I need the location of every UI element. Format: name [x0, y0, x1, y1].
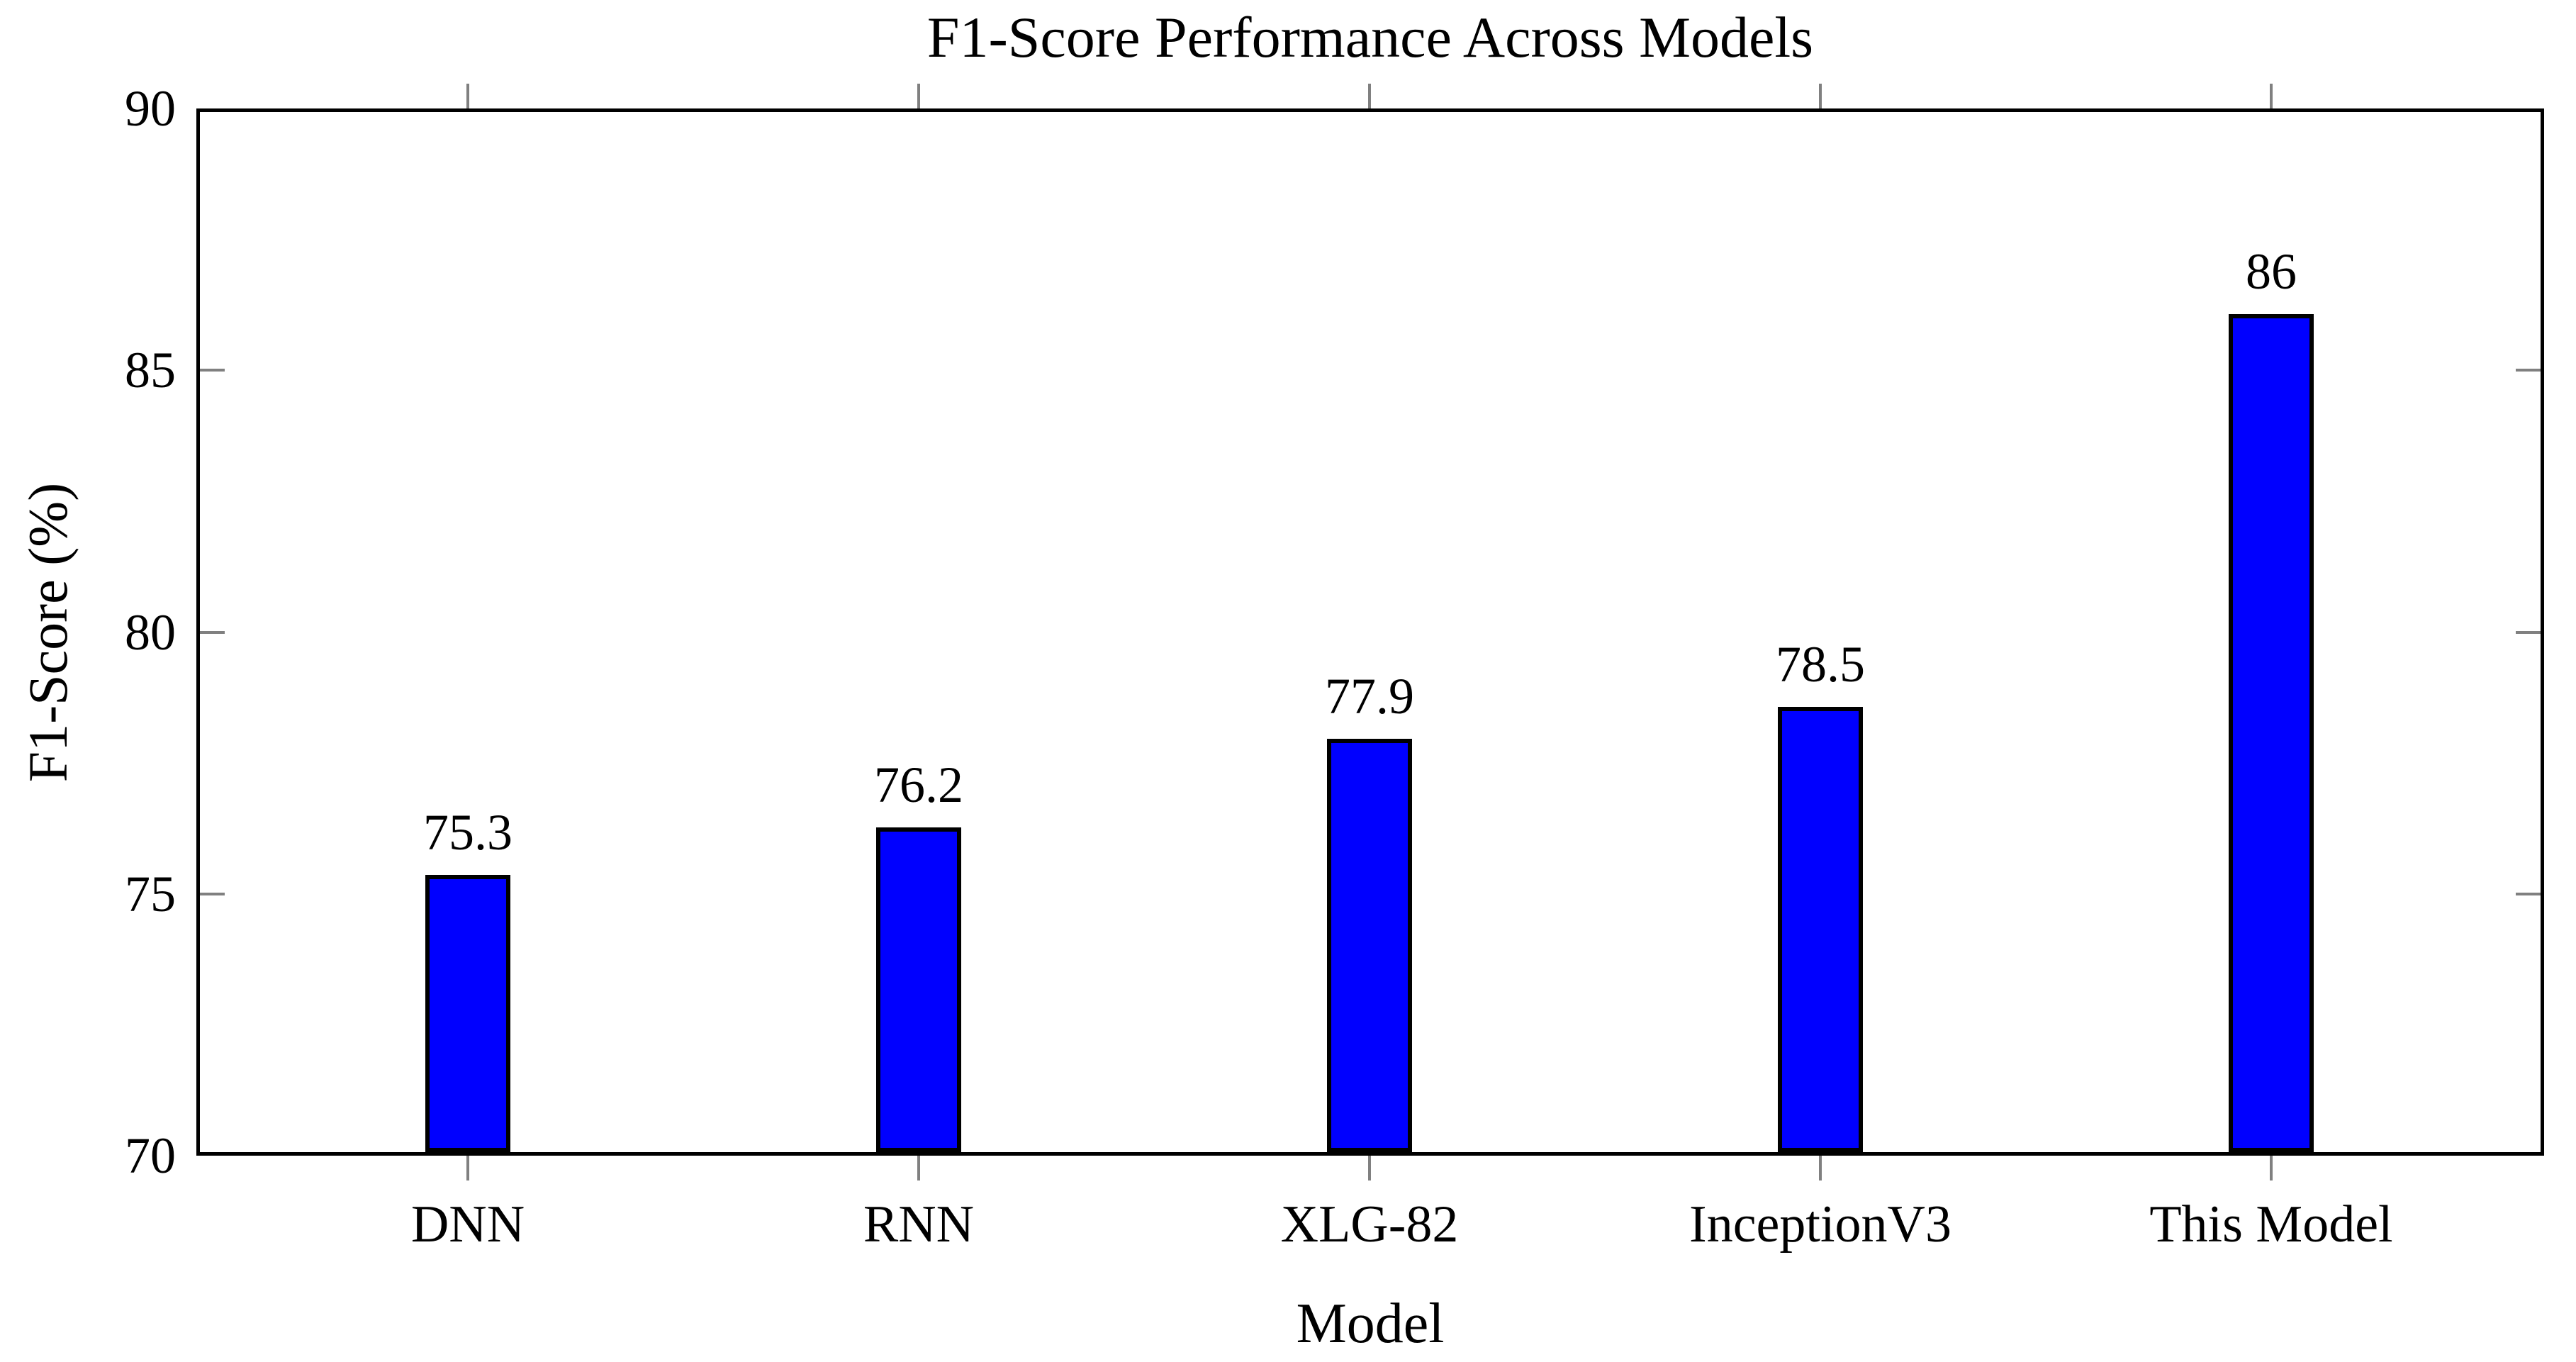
x-tick-label: RNN: [863, 1195, 975, 1254]
bar-value-label: 86: [2246, 243, 2297, 301]
plot-area: [196, 108, 2544, 1156]
x-tick-label: InceptionV3: [1689, 1195, 1951, 1254]
y-tick-label: 70: [125, 1127, 176, 1184]
bar: [1778, 707, 1863, 1152]
bar-value-label: 78.5: [1776, 636, 1865, 693]
x-tick-label: DNN: [410, 1195, 525, 1254]
x-axis-label: Model: [1296, 1293, 1445, 1355]
bar-value-label: 76.2: [874, 757, 963, 814]
x-tick-mark-top: [917, 84, 920, 108]
y-tick-label: 85: [125, 342, 176, 399]
x-tick-mark-top: [2270, 84, 2273, 108]
y-tick-mark-right: [2516, 369, 2541, 372]
x-tick-mark-bottom: [1368, 1156, 1371, 1180]
y-tick-label: 80: [125, 603, 176, 661]
bar: [876, 827, 961, 1152]
chart-title: F1-Score Performance Across Models: [926, 5, 1814, 69]
bar-value-label: 75.3: [423, 803, 513, 861]
x-tick-mark-top: [1819, 84, 1822, 108]
x-tick-label: XLG-82: [1280, 1195, 1459, 1254]
bar: [1327, 738, 1412, 1152]
bar: [2229, 314, 2314, 1152]
y-tick-mark-right: [2516, 630, 2541, 634]
y-tick-mark-left: [200, 892, 225, 895]
y-tick-mark-right: [2516, 892, 2541, 895]
x-tick-mark-top: [466, 84, 469, 108]
y-tick-label: 90: [125, 80, 176, 137]
y-tick-mark-left: [200, 630, 225, 634]
bar-value-label: 77.9: [1325, 667, 1414, 725]
x-tick-mark-bottom: [466, 1156, 469, 1180]
x-tick-label: This Model: [2149, 1195, 2393, 1254]
x-tick-mark-bottom: [2270, 1156, 2273, 1180]
x-tick-mark-top: [1368, 84, 1371, 108]
x-tick-mark-bottom: [917, 1156, 920, 1180]
bar: [425, 874, 510, 1152]
x-tick-mark-bottom: [1819, 1156, 1822, 1180]
y-tick-label: 75: [125, 865, 176, 922]
y-tick-mark-left: [200, 369, 225, 372]
